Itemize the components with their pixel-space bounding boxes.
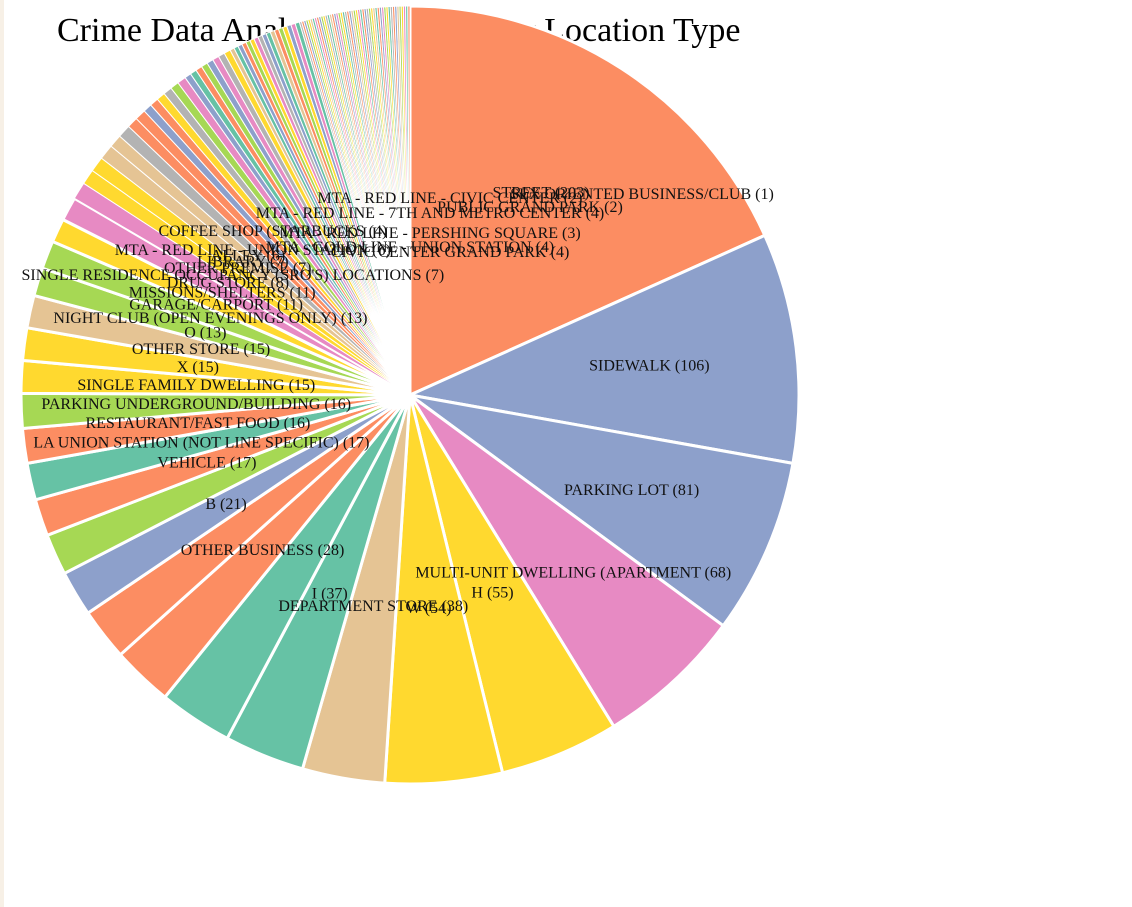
slice-label-7: I (37) <box>312 585 348 602</box>
slice-label-9: OTHER BUSINESS (28) <box>181 542 345 559</box>
slice-label-26: OTHER PREMISE (7) <box>164 260 312 277</box>
slice-label-21: NIGHT CLUB (OPEN EVENINGS ONLY) (13) <box>53 310 367 327</box>
slice-label-16: PARKING UNDERGROUND/BUILDING (16) <box>41 396 351 413</box>
extra-slice-label-2: MTA - RED LINE - CIVIC CENTER (2) <box>318 190 583 207</box>
slice-label-24: DRUG STORE (8) <box>167 275 289 292</box>
slice-label-18: X (15) <box>177 359 219 376</box>
pie-slice-3 <box>408 393 726 729</box>
slice-label-0: STREET (203) <box>492 184 589 201</box>
pie-slice-0 <box>408 4 767 398</box>
extra-slice-label-3: MTA - RED LINE - PERSHING SQUARE (3) <box>279 225 580 242</box>
extra-slice-label-6: CIVIC CENTER GRAND PARK (4) <box>331 244 570 261</box>
extra-slice-label-0: SEX ORIENTED BUSINESS/CLUB (1) <box>510 186 774 203</box>
slice-label-14: LA UNION STATION (NOT LINE SPECIFIC) (17… <box>33 435 369 452</box>
slice-label-4: H (55) <box>471 584 513 601</box>
slice-label-3: MULTI-UNIT DWELLING (APARTMENT (68) <box>415 565 731 582</box>
slice-label-17: SINGLE FAMILY DWELLING (15) <box>77 377 315 394</box>
slice-label-28: ALLEY (6) <box>211 247 286 264</box>
slice-label-34: COFFEE SHOP (STARBUCKS (4) <box>158 223 387 240</box>
extra-slice-label-1: PUBLIC GRAND PARK (2) <box>437 199 623 216</box>
slice-label-2: PARKING LOT (81) <box>564 482 699 499</box>
pie-slice-2 <box>409 393 795 628</box>
slice-label-11: B (21) <box>205 496 246 513</box>
slice-label-29: MTA - RED LINE - UNION STATION (6) <box>115 242 391 259</box>
pie-labels: STREET (203) SIDEWALK (106) PARKING LOT (8… <box>22 184 774 617</box>
slice-label-23: MISSIONS/SHELTERS (11) <box>129 285 316 302</box>
slice-label-1: SIDEWALK (106) <box>589 357 709 374</box>
extra-slice-label-5: MTA - GOLD LINE - UNION STATION (4) <box>266 239 555 256</box>
slice-label-20: O (13) <box>184 325 226 342</box>
slice-label-27: LIBRARY (7) <box>197 253 288 270</box>
slice-label-6: DEPARTMENT STORE (38) <box>278 598 468 615</box>
slice-label-15: RESTAURANT/FAST FOOD (16) <box>85 415 310 432</box>
slice-label-25: SINGLE RESIDENCE OCCUPANCY (SRO'S) LOCAT… <box>22 267 445 284</box>
slice-label-22: GARAGE/CARPORT (11) <box>129 296 303 313</box>
slice-label-5: W (54) <box>406 600 451 617</box>
pie-slice-113 <box>407 5 411 396</box>
slice-label-13: VEHICLE (17) <box>157 454 256 471</box>
pie-slice-1 <box>404 233 801 466</box>
slice-label-19: OTHER STORE (15) <box>132 341 270 358</box>
window-edge-strip <box>0 0 4 907</box>
pie-slices <box>19 4 801 786</box>
extra-slice-label-4: MTA - RED LINE - 7TH AND METRO CENTER (4… <box>256 205 604 222</box>
